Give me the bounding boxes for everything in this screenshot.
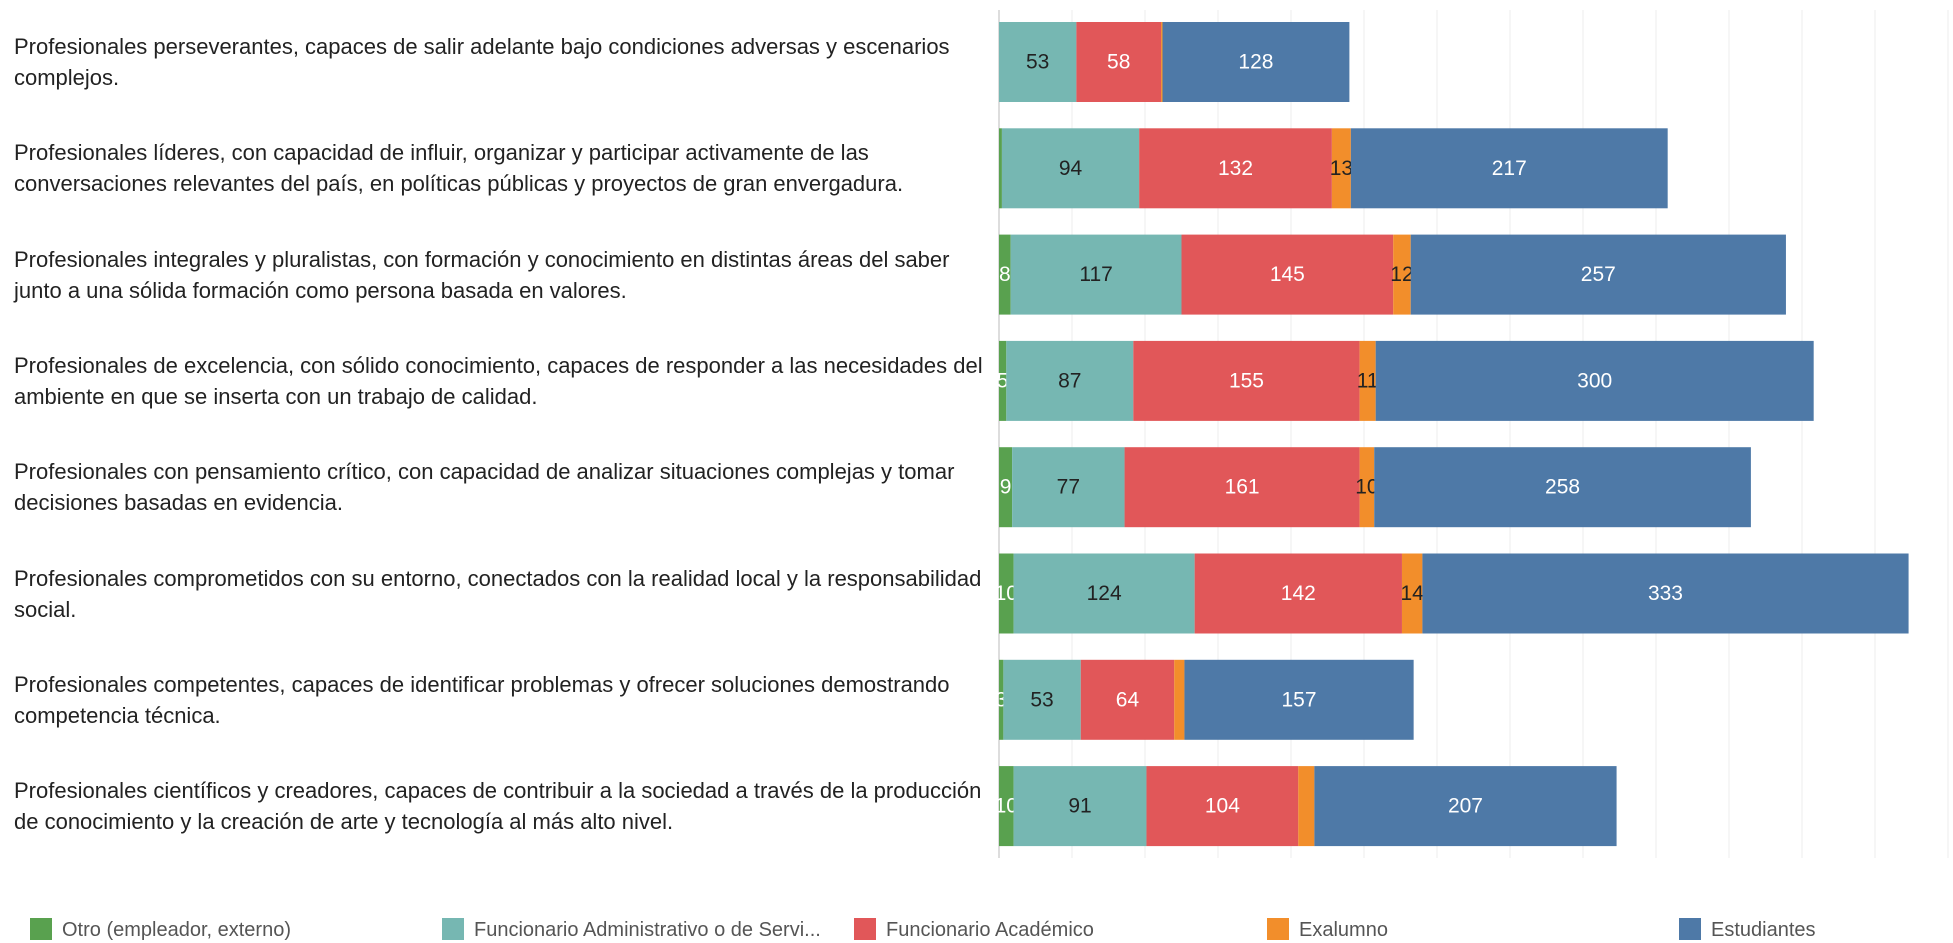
data-label: 142 — [1281, 582, 1316, 605]
bar-segment — [1012, 447, 1125, 528]
data-label: 157 — [1282, 688, 1317, 711]
data-label: 12 — [1390, 263, 1413, 286]
legend-label: Otro (empleador, externo) — [62, 919, 291, 941]
data-label: 155 — [1229, 369, 1264, 392]
data-label: 128 — [1238, 51, 1273, 74]
legend-label: Exalumno — [1299, 919, 1388, 941]
legend-item: Funcionario Académico — [854, 918, 1094, 942]
data-label: 257 — [1581, 263, 1616, 286]
bar-segment — [1001, 128, 1140, 209]
category-label: Profesionales integrales y pluralistas, … — [14, 246, 950, 303]
bar-segment — [1133, 340, 1360, 421]
legend-label: Funcionario Administrativo o de Servi... — [474, 919, 821, 941]
legend-item: Funcionario Administrativo o de Servi... — [442, 918, 821, 942]
bar-segment — [1139, 128, 1332, 209]
data-label: 333 — [1648, 582, 1683, 605]
data-label: 217 — [1492, 157, 1527, 180]
data-label: 300 — [1577, 369, 1612, 392]
bar-segment — [1314, 766, 1617, 847]
category-label: Profesionales competentes, capaces de id… — [14, 671, 950, 728]
legend-swatch — [1679, 918, 1701, 940]
bar-segment — [1298, 766, 1315, 847]
data-label: 64 — [1116, 688, 1140, 711]
data-label: 94 — [1059, 157, 1083, 180]
data-label: 77 — [1057, 476, 1080, 499]
data-label: 53 — [1030, 688, 1053, 711]
data-label: 58 — [1107, 51, 1130, 74]
data-label: 104 — [1205, 795, 1240, 818]
category-label: Profesionales con pensamiento crítico, c… — [14, 459, 955, 516]
category-label: Profesionales comprometidos con su entor… — [14, 565, 982, 622]
data-label: 3 — [995, 688, 1007, 711]
legend-label: Funcionario Académico — [886, 919, 1094, 941]
data-label: 5 — [997, 369, 1009, 392]
bar-segment — [999, 553, 1014, 634]
data-label: 53 — [1026, 51, 1049, 74]
bar-segment — [1350, 128, 1668, 209]
legend-label: Estudiantes — [1711, 919, 1816, 941]
bar-segment — [1003, 659, 1081, 740]
bar-segment — [1359, 447, 1375, 528]
data-label: 87 — [1058, 369, 1081, 392]
category-label: Profesionales perseverantes, capaces de … — [14, 34, 950, 90]
data-label: 132 — [1218, 157, 1253, 180]
data-label: 10 — [995, 582, 1018, 605]
data-label: 161 — [1225, 476, 1260, 499]
bar-segment — [1076, 22, 1162, 102]
category-label: Profesionales líderes, con capacidad de … — [14, 140, 904, 197]
bar-segment — [1194, 553, 1402, 634]
data-label: 10 — [995, 795, 1018, 818]
data-label: 11 — [1357, 369, 1379, 392]
bar-segment — [1161, 22, 1163, 102]
bar-segment — [1080, 659, 1175, 740]
data-label: 145 — [1270, 263, 1305, 286]
bar-segment — [999, 22, 1077, 102]
data-label: 124 — [1087, 582, 1122, 605]
legend-item: Otro (empleador, externo) — [30, 918, 291, 942]
bar-segment — [1013, 553, 1195, 634]
bar-segment — [1393, 234, 1411, 315]
category-label: Profesionales de excelencia, con sólido … — [14, 352, 983, 409]
bar-segment — [1124, 447, 1360, 528]
data-label: 207 — [1448, 795, 1483, 818]
bar-segment — [999, 340, 1007, 421]
legend-item: Exalumno — [1267, 918, 1388, 942]
legend-swatch — [442, 918, 464, 940]
data-label: 258 — [1545, 476, 1580, 499]
bar-segment — [1006, 340, 1134, 421]
data-label: 117 — [1079, 263, 1112, 286]
legend-swatch — [30, 918, 52, 940]
bar-segment — [1174, 659, 1185, 740]
legend-item: Estudiantes — [1679, 918, 1816, 942]
data-label: 8 — [999, 263, 1011, 286]
bar-segment — [1146, 766, 1299, 847]
bar-segment — [1010, 234, 1182, 315]
data-label: 10 — [1355, 476, 1378, 499]
bar-segment — [1401, 553, 1423, 634]
bar-segment — [1374, 447, 1751, 528]
bar-segment — [1013, 766, 1147, 847]
bar-segment — [1331, 128, 1351, 209]
bar-segment — [999, 234, 1011, 315]
bar-segment — [1359, 340, 1376, 421]
bar-segment — [1184, 659, 1414, 740]
bar-segment — [1422, 553, 1909, 634]
bar-segment — [1162, 22, 1350, 102]
category-label: Profesionales científicos y creadores, c… — [14, 778, 982, 835]
bar-segment — [999, 128, 1002, 209]
data-label: 13 — [1330, 157, 1353, 180]
legend-swatch — [854, 918, 876, 940]
bar-segment — [999, 447, 1013, 528]
data-label: 9 — [1000, 476, 1012, 499]
bar-segment — [1375, 340, 1814, 421]
bar-segment — [999, 659, 1004, 740]
bar-segment — [1181, 234, 1394, 315]
bar-segment — [999, 766, 1014, 847]
legend-swatch — [1267, 918, 1289, 940]
data-label: 14 — [1401, 582, 1425, 605]
bar-segment — [1410, 234, 1786, 315]
data-label: 91 — [1068, 795, 1091, 818]
